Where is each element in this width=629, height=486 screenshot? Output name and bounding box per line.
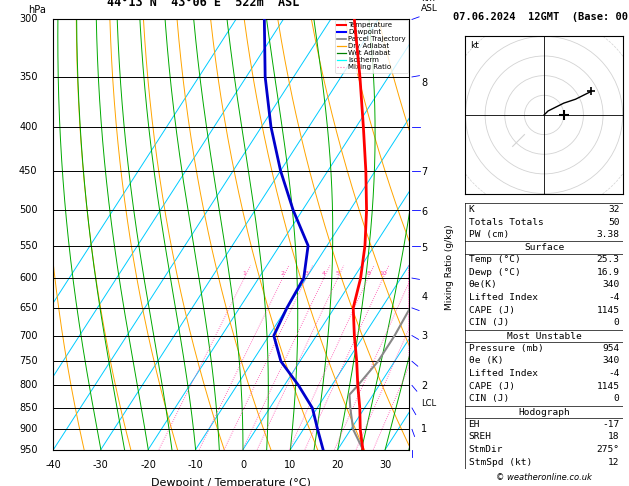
Text: 6: 6 — [421, 208, 428, 217]
Text: θe (K): θe (K) — [469, 356, 503, 365]
Text: EH: EH — [469, 419, 480, 429]
Text: 500: 500 — [19, 205, 38, 215]
Text: Most Unstable: Most Unstable — [507, 331, 581, 341]
Text: 18: 18 — [608, 432, 620, 441]
Text: hPa: hPa — [28, 5, 47, 15]
Text: -4: -4 — [608, 293, 620, 302]
Text: 1145: 1145 — [596, 382, 620, 391]
Text: 0: 0 — [240, 460, 246, 470]
Text: Dewp (°C): Dewp (°C) — [469, 268, 520, 277]
Text: 800: 800 — [19, 381, 38, 390]
Text: 32: 32 — [608, 205, 620, 214]
Text: kt: kt — [470, 41, 479, 50]
Text: 10: 10 — [284, 460, 296, 470]
Text: 0: 0 — [614, 318, 620, 328]
Text: 400: 400 — [19, 122, 38, 132]
Text: 5: 5 — [421, 243, 428, 253]
Text: 275°: 275° — [596, 445, 620, 454]
Text: 0: 0 — [614, 394, 620, 403]
Text: CIN (J): CIN (J) — [469, 394, 509, 403]
Text: Pressure (mb): Pressure (mb) — [469, 344, 543, 353]
Text: -40: -40 — [45, 460, 62, 470]
Text: 7: 7 — [421, 167, 428, 177]
Text: LCL: LCL — [421, 399, 437, 408]
Text: 340: 340 — [603, 280, 620, 289]
Text: -30: -30 — [93, 460, 109, 470]
Text: 1: 1 — [421, 423, 428, 434]
Text: Lifted Index: Lifted Index — [469, 293, 538, 302]
Text: 1145: 1145 — [596, 306, 620, 315]
Text: 1: 1 — [242, 271, 246, 276]
Text: 850: 850 — [19, 403, 38, 413]
Text: 4: 4 — [421, 292, 428, 302]
Text: 20: 20 — [331, 460, 344, 470]
Text: 8: 8 — [366, 271, 370, 276]
Text: K: K — [469, 205, 474, 214]
Text: 07.06.2024  12GMT  (Base: 00): 07.06.2024 12GMT (Base: 00) — [454, 12, 629, 22]
Text: -10: -10 — [187, 460, 204, 470]
Text: 2: 2 — [281, 271, 285, 276]
Text: θe(K): θe(K) — [469, 280, 498, 289]
Text: 5: 5 — [336, 271, 340, 276]
Text: -4: -4 — [608, 369, 620, 378]
Text: 25.3: 25.3 — [596, 255, 620, 264]
Text: Mixing Ratio (g/kg): Mixing Ratio (g/kg) — [445, 225, 454, 310]
Text: 550: 550 — [19, 241, 38, 251]
Text: 700: 700 — [19, 330, 38, 341]
Text: 600: 600 — [19, 273, 38, 283]
Text: SREH: SREH — [469, 432, 492, 441]
Text: 3: 3 — [304, 271, 308, 276]
Text: Surface: Surface — [524, 243, 564, 252]
Text: 650: 650 — [19, 303, 38, 313]
Text: 750: 750 — [19, 356, 38, 366]
Text: 3: 3 — [421, 331, 428, 341]
Text: 3.38: 3.38 — [596, 230, 620, 240]
Text: Dewpoint / Temperature (°C): Dewpoint / Temperature (°C) — [151, 478, 311, 486]
Text: 450: 450 — [19, 166, 38, 176]
Text: Lifted Index: Lifted Index — [469, 369, 538, 378]
Text: 10: 10 — [379, 271, 387, 276]
Text: 300: 300 — [19, 15, 38, 24]
Text: 2: 2 — [421, 382, 428, 391]
Text: 44°13’N  43°06’E  522m  ASL: 44°13’N 43°06’E 522m ASL — [106, 0, 299, 9]
Text: 16.9: 16.9 — [596, 268, 620, 277]
Text: -20: -20 — [140, 460, 156, 470]
Text: PW (cm): PW (cm) — [469, 230, 509, 240]
Text: Totals Totals: Totals Totals — [469, 218, 543, 226]
Text: km
ASL: km ASL — [421, 0, 438, 13]
Text: 30: 30 — [379, 460, 391, 470]
Text: Hodograph: Hodograph — [518, 408, 570, 417]
Text: 50: 50 — [608, 218, 620, 226]
Text: 950: 950 — [19, 445, 38, 454]
Text: 340: 340 — [603, 356, 620, 365]
Text: -17: -17 — [603, 419, 620, 429]
Text: 900: 900 — [19, 424, 38, 434]
Text: CAPE (J): CAPE (J) — [469, 306, 515, 315]
Text: CAPE (J): CAPE (J) — [469, 382, 515, 391]
Text: 954: 954 — [603, 344, 620, 353]
Text: StmSpd (kt): StmSpd (kt) — [469, 458, 532, 467]
Text: StmDir: StmDir — [469, 445, 503, 454]
Text: Temp (°C): Temp (°C) — [469, 255, 520, 264]
Text: 350: 350 — [19, 72, 38, 82]
Legend: Temperature, Dewpoint, Parcel Trajectory, Dry Adiabat, Wet Adiabat, Isotherm, Mi: Temperature, Dewpoint, Parcel Trajectory… — [335, 20, 408, 72]
Text: CIN (J): CIN (J) — [469, 318, 509, 328]
Text: © weatheronline.co.uk: © weatheronline.co.uk — [496, 473, 592, 482]
Text: 8: 8 — [421, 78, 428, 88]
Text: 12: 12 — [608, 458, 620, 467]
Text: 4: 4 — [322, 271, 326, 276]
